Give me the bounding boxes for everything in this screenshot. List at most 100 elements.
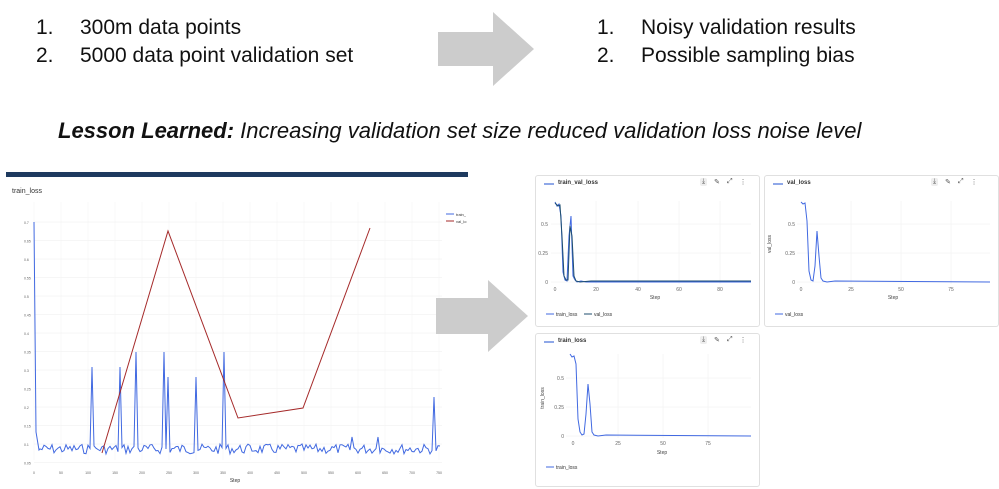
- x-tick: 100: [85, 471, 91, 475]
- x-tick: 300: [193, 471, 199, 475]
- list-number: 2.: [36, 44, 54, 67]
- more-icon[interactable]: ⋮: [739, 337, 747, 344]
- panel-toolbar: ⤓ ✎ ⤢ ⋮: [700, 178, 747, 186]
- right-list: 1. Noisy validation results 2. Possible …: [597, 14, 856, 70]
- x-tick: 50: [660, 441, 666, 447]
- download-icon[interactable]: ⤓: [931, 178, 939, 186]
- y-tick: 0.35: [24, 351, 31, 355]
- expand-icon[interactable]: ⤢: [726, 178, 733, 185]
- x-tick: 50: [59, 471, 63, 475]
- panel-title: train_val_loss: [558, 180, 599, 186]
- panel-title-line: [773, 183, 783, 185]
- panel-toolbar: ⤓ ✎ ⤢ ⋮: [700, 336, 747, 344]
- list-text: Possible sampling bias: [641, 44, 855, 67]
- x-tick: 450: [274, 471, 280, 475]
- x-tick: 400: [247, 471, 253, 475]
- x-tick: 600: [355, 471, 361, 475]
- edit-icon[interactable]: ✎: [714, 337, 720, 344]
- chart-header-bar: [6, 172, 468, 177]
- y-tick: 0.5: [557, 376, 564, 382]
- panel-train-val-loss[interactable]: train_val_loss ⤓ ✎ ⤢ ⋮ 0.5 0.25 0 0 20 4…: [535, 175, 760, 327]
- y-axis-label: train_loss: [540, 387, 546, 409]
- y-tick: 0.05: [24, 462, 31, 466]
- x-tick: 25: [848, 287, 854, 293]
- train-loss-line: [554, 201, 751, 283]
- y-tick: 0.15: [24, 425, 31, 429]
- x-tick: 40: [635, 287, 641, 293]
- x-tick: 550: [328, 471, 334, 475]
- edit-icon[interactable]: ✎: [945, 179, 951, 186]
- x-tick: 60: [676, 287, 682, 293]
- panel-title-line: [544, 341, 554, 343]
- legend-label: train_: [456, 212, 467, 217]
- left-chart: train_loss 0.7 0.65 0.6 0.55 0.5 0.45 0.4 0.35 0…: [6, 172, 468, 486]
- list-item: 1. 300m data points: [36, 14, 353, 42]
- x-axis-label: Step: [888, 295, 899, 301]
- x-tick: 250: [166, 471, 172, 475]
- arrow-right-icon: [438, 12, 534, 86]
- lesson-label: Lesson Learned:: [58, 118, 235, 143]
- panel-plot: val_loss 0.5 0.25 0 0 25 50 75 Step val_…: [767, 201, 991, 318]
- panel-title: train_loss: [558, 338, 587, 344]
- val-loss-line: [554, 202, 751, 283]
- y-tick: 0.6: [24, 258, 29, 262]
- list-text: 5000 data point validation set: [80, 44, 354, 67]
- x-tick: 700: [409, 471, 415, 475]
- panel-title: val_loss: [787, 180, 811, 186]
- x-tick: 75: [705, 441, 711, 447]
- expand-icon[interactable]: ⤢: [957, 178, 964, 185]
- y-tick: 0.5: [541, 222, 548, 228]
- list-number: 1.: [597, 16, 615, 39]
- x-axis-label: Step: [230, 478, 241, 484]
- x-tick: 650: [382, 471, 388, 475]
- x-tick: 750: [436, 471, 442, 475]
- y-tick: 0.45: [24, 314, 31, 318]
- y-tick: 0.55: [24, 277, 31, 281]
- y-axis-label: val_loss: [767, 234, 773, 253]
- y-tick: 0: [545, 280, 548, 286]
- panel-toolbar: ⤓ ✎ ⤢ ⋮: [931, 178, 978, 186]
- y-tick: 0.25: [24, 388, 31, 392]
- more-icon[interactable]: ⋮: [739, 179, 747, 186]
- panel-plot: train_loss 0.5 0.25 0 0 25 50 75 Step tr…: [540, 353, 752, 471]
- x-tick: 150: [112, 471, 118, 475]
- train-loss-line: [33, 221, 441, 456]
- y-tick: 0.1: [24, 443, 29, 447]
- y-tick: 0.25: [538, 251, 548, 257]
- y-tick: 0.5: [24, 295, 29, 299]
- more-icon[interactable]: ⋮: [970, 179, 978, 186]
- x-tick: 0: [554, 287, 557, 293]
- download-icon[interactable]: ⤓: [700, 336, 708, 344]
- lesson-learned: Lesson Learned: Increasing validation se…: [58, 118, 861, 144]
- lesson-text: Increasing validation set size reduced v…: [234, 118, 862, 143]
- left-legend: train_ val_lo: [446, 212, 467, 224]
- y-tick: 0.5: [788, 222, 795, 228]
- edit-icon[interactable]: ✎: [714, 179, 720, 186]
- y-tick: 0: [561, 434, 564, 440]
- x-tick: 0: [800, 287, 803, 293]
- left-chart-plot: 0.7 0.65 0.6 0.55 0.5 0.45 0.4 0.35 0.3 0.25 0.2 0.…: [24, 202, 467, 484]
- x-axis-label: Step: [650, 295, 661, 301]
- y-tick: 0.3: [24, 369, 29, 373]
- x-tick: 200: [139, 471, 145, 475]
- legend-label: train_loss: [556, 465, 578, 471]
- x-tick: 0: [572, 441, 575, 447]
- arrow-right-icon: [436, 280, 528, 352]
- val-loss-line: [101, 227, 371, 454]
- download-icon[interactable]: ⤓: [700, 178, 708, 186]
- panel-val-loss[interactable]: val_loss ⤓ ✎ ⤢ ⋮ val_loss 0.5 0.25 0 0 2…: [764, 175, 999, 327]
- expand-icon[interactable]: ⤢: [726, 336, 733, 343]
- y-tick: 0.2: [24, 406, 29, 410]
- x-axis-label: Step: [657, 450, 668, 456]
- panel-plot: 0.5 0.25 0 0 20 40 60 80 Step train_loss…: [538, 201, 751, 318]
- list-item: 2. 5000 data point validation set: [36, 42, 353, 70]
- panel-train-loss[interactable]: train_loss ⤓ ✎ ⤢ ⋮ train_loss 0.5 0.25 0…: [535, 333, 760, 487]
- list-item: 2. Possible sampling bias: [597, 42, 856, 70]
- y-tick: 0.7: [24, 221, 29, 225]
- legend-label: val_lo: [456, 219, 467, 224]
- y-tick: 0.65: [24, 240, 31, 244]
- y-tick: 0.4: [24, 332, 29, 336]
- x-tick: 75: [948, 287, 954, 293]
- list-number: 2.: [597, 44, 615, 67]
- panel-title-line: [544, 183, 554, 185]
